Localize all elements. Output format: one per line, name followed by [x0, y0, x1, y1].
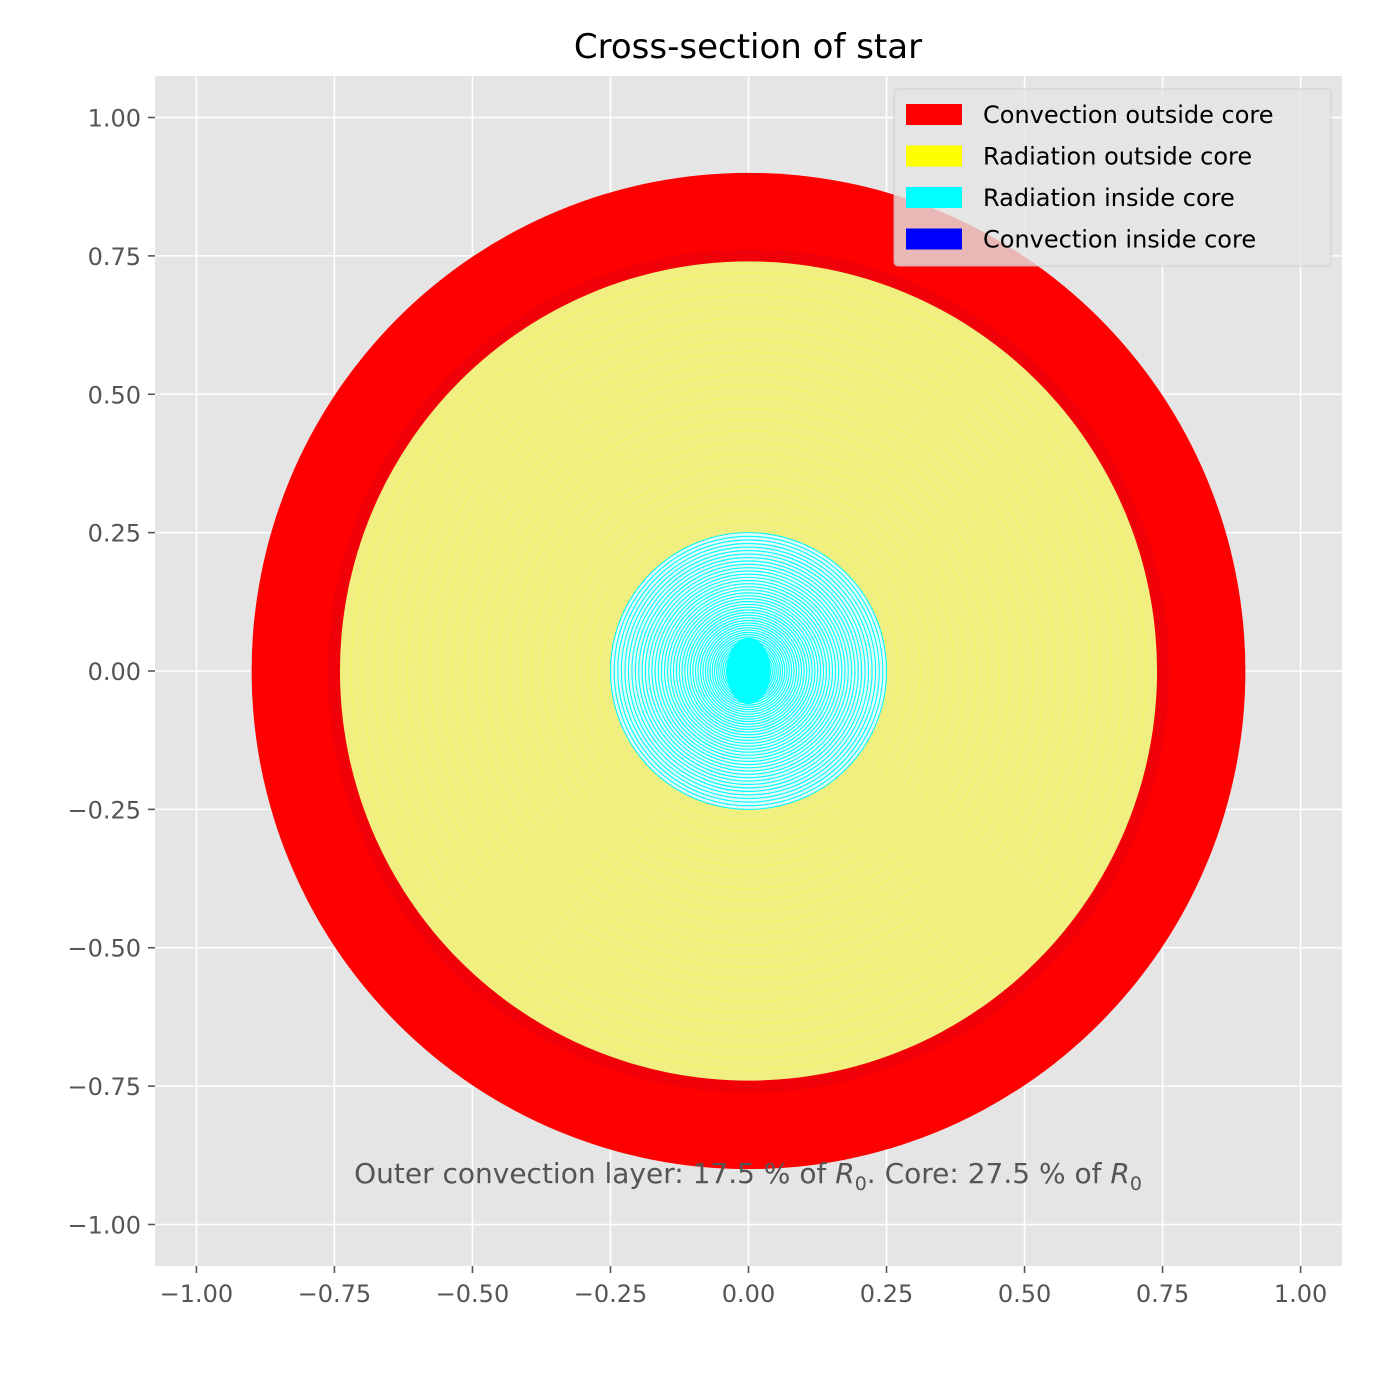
radiation-ring	[542, 464, 955, 878]
core-ring	[707, 629, 790, 713]
legend-frame	[893, 88, 1332, 267]
radiation-ring	[362, 283, 1135, 1059]
convection-ring	[330, 252, 1167, 1090]
axis-ticks: −1.00 −0.75 −0.50 −0.25 0.00 0.25 0.50 0.75 1.00…	[67, 105, 1327, 1308]
core-ring	[663, 586, 834, 756]
radiation-ring	[576, 498, 921, 844]
core-ring	[620, 542, 877, 800]
y-tick-label: 0.50	[88, 381, 141, 409]
core-ring	[689, 612, 808, 730]
core-ring	[651, 573, 846, 769]
core-ring	[678, 600, 819, 742]
legend-label: Convection inside core	[983, 226, 1256, 254]
chart-title: Cross-section of star	[574, 27, 922, 67]
radiation-ring	[441, 362, 1056, 980]
convection-ring	[337, 258, 1160, 1084]
x-axis-label: Outer convection layer: 17.5 % of R0. Co…	[354, 1157, 1142, 1195]
core-ring	[692, 614, 805, 728]
core-ring	[617, 539, 880, 803]
convection-ring	[328, 249, 1169, 1093]
radiation-ring	[598, 521, 899, 821]
x-tick-label: 1.00	[1274, 1280, 1327, 1308]
legend-swatch	[906, 228, 962, 250]
core-ring	[686, 609, 811, 733]
core-ring	[669, 592, 828, 750]
convection-ring	[335, 256, 1162, 1086]
core-ring	[634, 556, 863, 786]
core-ring	[609, 532, 888, 810]
radiation-ring	[350, 272, 1147, 1070]
core-ring	[648, 570, 849, 772]
legend-swatch	[906, 145, 962, 167]
core-ring	[704, 627, 793, 715]
radiation-ring	[396, 317, 1101, 1025]
x-tick-label: 0.00	[722, 1280, 775, 1308]
core-ring	[713, 636, 784, 706]
y-tick-label: −1.00	[67, 1211, 141, 1239]
x-tick-label: −0.50	[436, 1280, 510, 1308]
radiation-ring	[373, 295, 1124, 1047]
core-ring	[638, 560, 859, 782]
star-regions	[251, 172, 1246, 1170]
core-ring	[631, 553, 866, 789]
core-center	[726, 637, 771, 705]
y-tick-label: −0.50	[67, 935, 141, 963]
y-tick-label: 0.75	[88, 243, 141, 271]
legend-label: Radiation inside core	[983, 184, 1235, 212]
core-ring	[684, 606, 813, 736]
core-ring	[709, 631, 788, 711]
core-ring	[624, 546, 873, 796]
radiation-ring	[407, 328, 1090, 1014]
x-tick-label: −0.25	[574, 1280, 648, 1308]
legend-swatch	[906, 104, 962, 125]
core-ring	[681, 603, 816, 739]
core-ring	[644, 567, 853, 775]
legend: Convection outside core Radiation outside…	[893, 88, 1332, 267]
core-ring	[702, 624, 795, 718]
core-ring	[657, 579, 840, 763]
core-ring	[660, 583, 837, 759]
x-tick-label: 0.25	[860, 1280, 913, 1308]
radiation-ring	[587, 509, 910, 833]
radiation-ring	[384, 306, 1113, 1036]
legend-label: Convection outside core	[983, 101, 1274, 129]
radiation-ring	[418, 340, 1079, 1002]
x-tick-label: −1.00	[160, 1280, 234, 1308]
y-tick-label: 1.00	[88, 105, 141, 133]
core-ring	[711, 634, 786, 708]
core-ring	[694, 617, 803, 725]
core-ring	[641, 563, 856, 779]
legend-label: Radiation outside core	[983, 143, 1252, 171]
radiation-ring	[463, 385, 1034, 957]
y-tick-label: 0.00	[88, 658, 141, 686]
radiation-ring	[486, 408, 1011, 934]
radiation-ring	[531, 453, 966, 889]
x-tick-label: −0.75	[298, 1280, 372, 1308]
legend-swatch	[906, 187, 962, 208]
radiation-ring	[520, 441, 977, 901]
core-ring	[627, 550, 870, 792]
x-tick-label: 0.75	[1136, 1280, 1189, 1308]
core-ring	[697, 619, 800, 723]
radiation-ring	[508, 430, 989, 912]
radiation-ring	[565, 487, 932, 855]
x-tick-label: 0.50	[998, 1280, 1051, 1308]
radiation-ring	[452, 374, 1045, 968]
y-tick-label: 0.25	[88, 520, 141, 548]
radiation-ring	[474, 396, 1023, 946]
core-ring	[613, 535, 884, 807]
convection-ring	[332, 254, 1165, 1088]
radiation-ring	[553, 475, 944, 867]
core-ring	[699, 622, 798, 720]
y-tick-label: −0.25	[67, 796, 141, 824]
core-ring	[675, 598, 822, 744]
radiation-ring	[429, 351, 1068, 991]
core-ring	[672, 595, 825, 747]
core-ring	[654, 576, 843, 766]
core-ring	[666, 589, 831, 753]
radiation-ring	[497, 419, 1000, 923]
y-tick-label: −0.75	[67, 1073, 141, 1101]
